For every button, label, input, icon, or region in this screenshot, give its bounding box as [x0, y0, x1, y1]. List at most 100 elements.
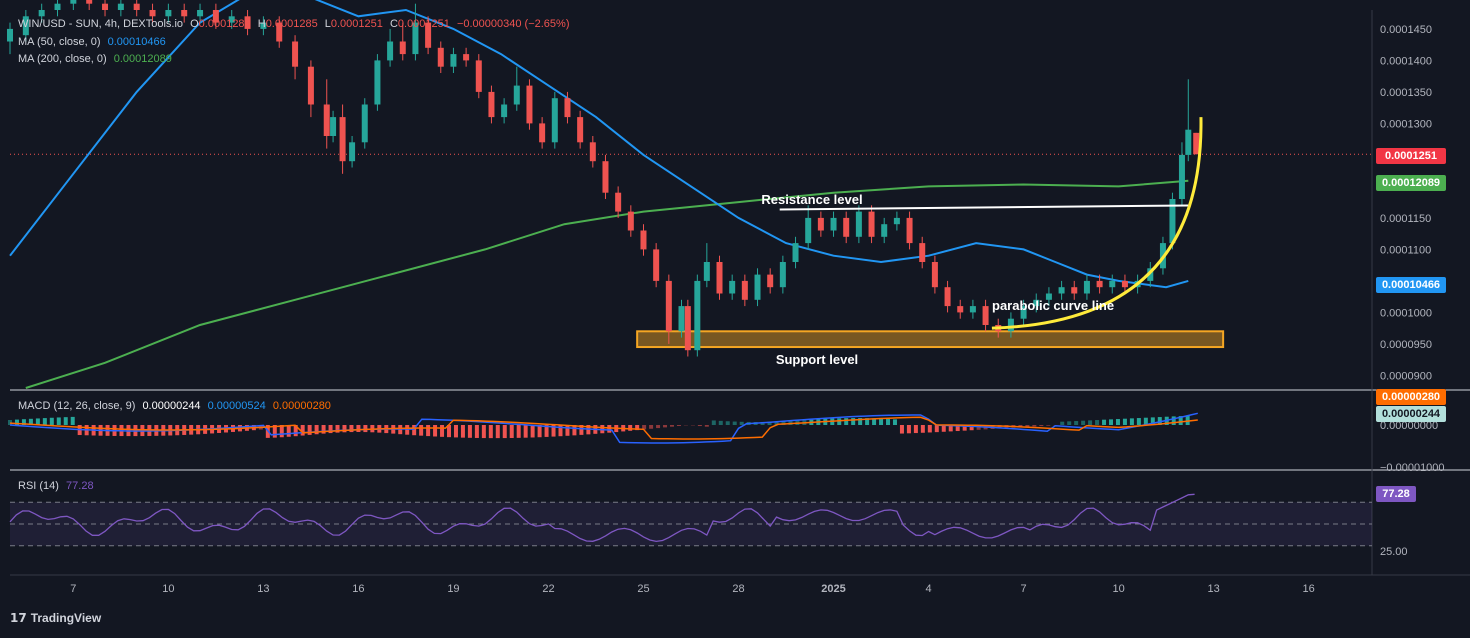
macd-hist-bar [697, 425, 702, 427]
macd-hist-bar [718, 420, 723, 425]
candle-body [843, 217, 850, 237]
candle-body [102, 3, 109, 11]
l-label: L [324, 18, 331, 30]
macd-hist-bar [739, 421, 744, 425]
time-tick-label: 10 [1112, 583, 1124, 595]
footer-bar [0, 600, 1470, 638]
candle-body [741, 280, 748, 300]
brand-label: TradingView [30, 611, 102, 625]
ohlc-c: C0.0001251 [390, 18, 453, 30]
macd-hist-bar [363, 425, 368, 433]
macd-hist-bar [1150, 417, 1155, 425]
rsi-band [10, 502, 1372, 546]
macd-hist-bar [962, 425, 967, 431]
time-tick-label: 19 [447, 583, 459, 595]
candle-body [307, 66, 314, 105]
macd-hist-bar [42, 418, 47, 425]
macd-hist-bar [523, 425, 528, 438]
parabolic-curve [991, 117, 1203, 330]
resistance-label: Resistance level [761, 192, 862, 207]
candle-body [906, 217, 913, 244]
c-value: 0.0001251 [397, 18, 450, 30]
candle-body [868, 211, 875, 237]
macd-hist-bar [732, 421, 737, 425]
candle-body [944, 287, 951, 307]
candle-body [54, 3, 61, 11]
macd-hist-bar [279, 425, 284, 438]
time-tick-label: 7 [70, 583, 76, 595]
macd-hist-bar [8, 420, 12, 425]
macd-hist-bar [495, 425, 500, 439]
macd-hist-bar [579, 425, 584, 435]
price-tick-label: 0.0001400 [1380, 55, 1432, 67]
rsi-tick-label: 25.00 [1380, 546, 1408, 558]
macd-hist-bar [628, 425, 633, 431]
candle-body [387, 41, 394, 61]
candle-body [1193, 132, 1200, 155]
macd-hist-bar [1088, 420, 1093, 425]
candle-body [919, 243, 926, 262]
candle-body [982, 306, 989, 325]
candle-body [1071, 287, 1078, 294]
time-tick-label: 25 [637, 583, 649, 595]
macd-hist-bar [760, 421, 765, 425]
candle-body [475, 60, 482, 92]
candle-body [539, 123, 546, 143]
macd-panel [8, 412, 1198, 444]
candle-body [589, 142, 596, 162]
candle-body [228, 16, 235, 23]
time-tick-label: 16 [1303, 583, 1315, 595]
candle-body [1109, 280, 1116, 288]
price-tick-label: 0.0000900 [1380, 370, 1432, 382]
macd-hist-bar [669, 425, 674, 427]
candle-body [817, 217, 824, 231]
candle-body [694, 280, 701, 351]
macd-hist-bar [676, 425, 681, 427]
macd-hist-bar [1074, 421, 1079, 425]
candle-body [1007, 318, 1014, 332]
macd-hist-bar [460, 425, 465, 438]
candle-body [779, 262, 786, 288]
candle-body [1096, 280, 1103, 288]
macd-hist-bar [913, 425, 918, 434]
candle-body [969, 306, 976, 313]
macd-hist-bar [307, 425, 312, 435]
candle-body [197, 10, 204, 17]
macd-hist-bar [781, 421, 786, 425]
macd-hist-bar [969, 425, 974, 431]
macd-hist-bar [1081, 420, 1086, 425]
tradingview-logo[interactable]: 𝟭𝟳 TradingView [10, 611, 101, 625]
candle-body [1178, 154, 1185, 199]
macd-hist-bar [1060, 421, 1065, 425]
macd-value: 0.00000524 [207, 400, 266, 412]
macd-hist-bar [56, 417, 61, 425]
macd-signal-tag: 0.00000280 [1376, 389, 1446, 405]
time-tick-label: 2025 [821, 583, 845, 595]
macd-hist-bar [851, 418, 856, 425]
macd-hist-bar [63, 417, 68, 425]
candle-body [70, 0, 77, 4]
candle-body [830, 217, 837, 231]
candle-body [276, 22, 283, 42]
candle-body [931, 262, 938, 288]
axes: 0.0001450 0.0001400 0.0001350 0.0001300 0.00… [70, 24, 1444, 595]
ohlc-o: O0.0001285 [190, 18, 254, 30]
change-value: −0.00000340 (−2.65%) [456, 18, 570, 30]
rsi-tag: 77.28 [1376, 486, 1416, 502]
macd-hist-bar [481, 425, 486, 439]
candle-body [564, 98, 571, 118]
time-tick-label: 22 [542, 583, 554, 595]
candle-body [729, 280, 736, 294]
macd-hist-bar [28, 418, 33, 425]
ma50-label: MA (50, close, 0) [18, 36, 101, 48]
macd-hist-bar [906, 425, 911, 434]
candle-body [1169, 199, 1176, 244]
macd-hist-bar [293, 425, 298, 437]
macd-hist-bar [509, 425, 514, 438]
tradingview-logo-icon: 𝟭𝟳 [10, 611, 27, 625]
macd-legend: MACD (12, 26, close, 9) 0.00000244 0.000… [18, 399, 335, 413]
candle-body [678, 306, 685, 332]
macd-hist-bar [1171, 416, 1176, 425]
candle-body [349, 142, 356, 162]
